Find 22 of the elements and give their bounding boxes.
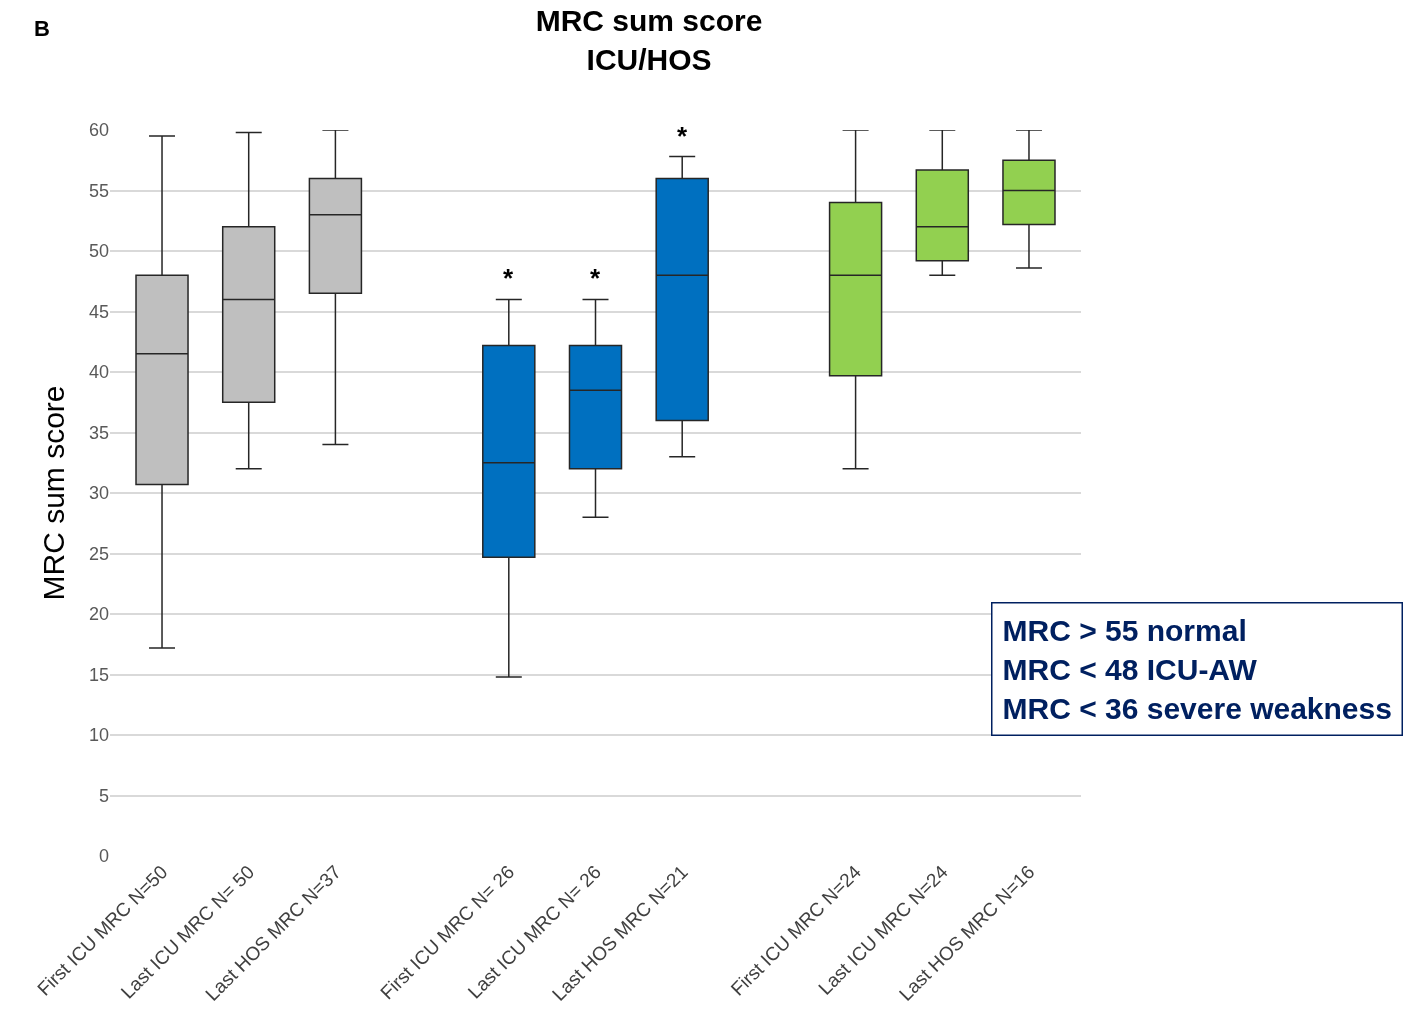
y-tick-label: 25 (88, 543, 109, 564)
y-tick-label: 45 (88, 301, 109, 322)
y-tick-label: 60 (88, 120, 109, 141)
y-tick-label: 10 (88, 725, 109, 746)
y-tick-label: 35 (88, 422, 109, 443)
y-tick-label: 30 (88, 483, 109, 504)
y-tick-label: 20 (88, 604, 109, 625)
annotation: MRC > 55 normal (1002, 613, 1247, 647)
y-tick-label: 15 (88, 664, 109, 685)
annotation: * (677, 121, 688, 151)
y-tick-label: 5 (98, 785, 109, 806)
y-tick-label: 0 (98, 846, 109, 867)
annotation: MRC < 48 ICU-AW (1002, 652, 1258, 686)
annotation: MRC < 36 severe weakness (1002, 691, 1392, 725)
annotation: * (503, 263, 514, 293)
y-axis-title: MRC sum score (36, 385, 70, 601)
text: B (34, 16, 50, 41)
chart-title: MRC sum score ICU/HOS (535, 3, 763, 76)
y-tick-label: 55 (88, 180, 109, 201)
y-tick-label: 50 (88, 241, 109, 262)
annotation: * (590, 263, 601, 293)
y-tick-label: 40 (88, 362, 109, 383)
